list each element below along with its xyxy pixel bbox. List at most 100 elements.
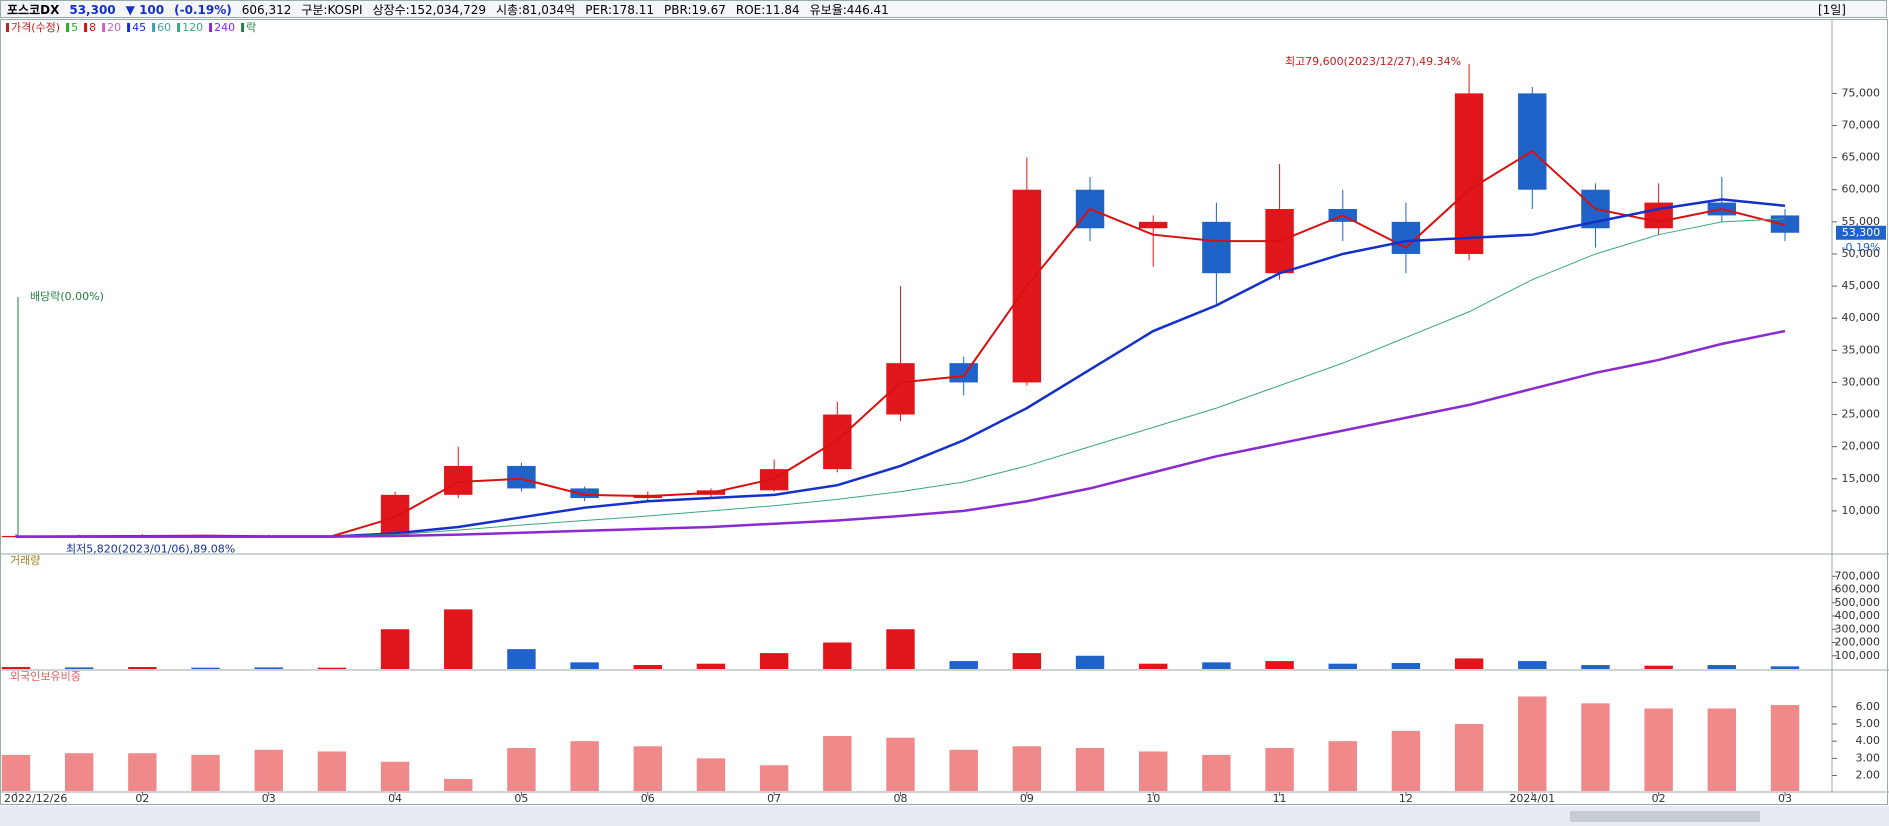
candle-body xyxy=(886,363,915,415)
bar xyxy=(1581,665,1610,669)
bar xyxy=(570,662,599,669)
scrollbar[interactable] xyxy=(0,806,1889,826)
bar xyxy=(1770,705,1800,791)
volume: 606,312 xyxy=(241,3,292,17)
legend-label: 240 xyxy=(214,21,235,34)
bar xyxy=(1138,663,1168,669)
scroll-thumb[interactable] xyxy=(1570,811,1760,822)
legend-label: 45 xyxy=(132,21,146,34)
x-tick-label: 02 xyxy=(135,792,149,805)
y-tick-label: 400,000 xyxy=(1835,609,1881,622)
bar xyxy=(1518,696,1547,791)
bar xyxy=(633,746,663,791)
legend-swatch xyxy=(102,23,106,32)
candle-body xyxy=(1518,93,1547,190)
bar xyxy=(444,609,473,669)
bar xyxy=(191,754,220,791)
legend-swatch xyxy=(127,23,131,32)
bar xyxy=(1138,751,1168,791)
legend-label: 20 xyxy=(107,21,121,34)
bar xyxy=(191,667,220,669)
frame xyxy=(0,19,1888,805)
bar xyxy=(1770,666,1800,669)
bar xyxy=(1391,663,1421,669)
bar xyxy=(1,667,31,669)
bar xyxy=(254,667,283,669)
y-tick-label: 70,000 xyxy=(1842,118,1881,131)
bar xyxy=(1644,665,1673,669)
bar xyxy=(1012,746,1042,791)
x-tick-label: 03 xyxy=(1778,792,1792,805)
candle-body xyxy=(1454,93,1484,254)
cap: 시총:81,034억 xyxy=(496,3,576,17)
bar xyxy=(633,665,663,669)
low-annotation: 최저5,820(2023/01/06),89.08% xyxy=(66,543,235,556)
y-tick-label: 200,000 xyxy=(1835,636,1881,649)
reserve: 유보율:446.41 xyxy=(809,3,889,17)
bar xyxy=(1707,665,1737,669)
y-tick-label: 50,000 xyxy=(1842,247,1881,260)
roe: ROE:11.84 xyxy=(735,3,800,17)
y-tick-label: 55,000 xyxy=(1842,215,1881,228)
y-tick-label: 15,000 xyxy=(1842,472,1881,485)
bar xyxy=(1265,748,1294,791)
x-tick-label: 06 xyxy=(641,792,655,805)
period[interactable]: [1일] xyxy=(1817,3,1846,17)
x-tick-label: 08 xyxy=(894,792,908,805)
bar xyxy=(1644,708,1673,791)
bar xyxy=(886,737,915,791)
bar xyxy=(1454,723,1484,791)
legend-label: 120 xyxy=(182,21,203,34)
bar xyxy=(949,661,978,669)
per: PER:178.11 xyxy=(585,3,655,17)
current-price-box xyxy=(1836,225,1886,240)
x-tick-label: 07 xyxy=(767,792,781,805)
y-tick-label: 25,000 xyxy=(1842,408,1881,421)
x-tick-label: 02 xyxy=(1652,792,1666,805)
ma-line xyxy=(16,329,1786,538)
bar xyxy=(64,753,94,791)
y-tick-label: 30,000 xyxy=(1842,375,1881,388)
candle-body xyxy=(1138,221,1168,229)
legend-swatch xyxy=(152,23,156,32)
legend-swatch xyxy=(66,23,70,32)
y-tick-label: 5.00 xyxy=(1856,717,1881,730)
bar xyxy=(886,629,915,669)
bar xyxy=(1707,708,1737,791)
bar xyxy=(1518,661,1547,669)
x-tick-label: 11 xyxy=(1273,792,1287,805)
y-tick-label: 6.00 xyxy=(1856,700,1881,713)
bar xyxy=(1328,741,1357,791)
change-pct: (-0.19%) xyxy=(174,3,232,17)
bar xyxy=(380,629,410,669)
legend-swatch xyxy=(209,23,213,32)
bar xyxy=(380,761,410,791)
y-tick-label: 700,000 xyxy=(1835,569,1881,582)
bar xyxy=(317,667,347,669)
bar xyxy=(696,663,726,669)
legend-label: 락 xyxy=(246,21,256,34)
y-tick-label: 75,000 xyxy=(1842,86,1881,99)
y-tick-label: 3.00 xyxy=(1856,751,1881,764)
bar xyxy=(64,667,94,669)
bar xyxy=(1328,663,1357,669)
x-tick-label: 10 xyxy=(1146,792,1160,805)
x-tick-label: 09 xyxy=(1020,792,1034,805)
legend-swatch xyxy=(6,23,9,32)
bar xyxy=(1202,662,1231,669)
bar xyxy=(823,642,852,669)
y-tick-label: 500,000 xyxy=(1835,596,1881,609)
info-bar: 포스코DX 53,300 ▼ 100 (-0.19%) 606,312 구분:K… xyxy=(0,0,1887,18)
x-tick-label: 2024/01 xyxy=(1509,792,1555,805)
bar xyxy=(128,667,157,669)
candle-body xyxy=(1202,221,1231,274)
y-tick-label: 2.00 xyxy=(1856,769,1881,782)
y-tick-label: 40,000 xyxy=(1842,311,1881,324)
x-tick-label: 05 xyxy=(514,792,528,805)
bar xyxy=(444,778,473,791)
y-tick-label: 45,000 xyxy=(1842,279,1881,292)
bar xyxy=(1454,658,1484,669)
bar xyxy=(1075,748,1105,791)
x-tick-label: 03 xyxy=(262,792,276,805)
bar xyxy=(1265,661,1294,669)
